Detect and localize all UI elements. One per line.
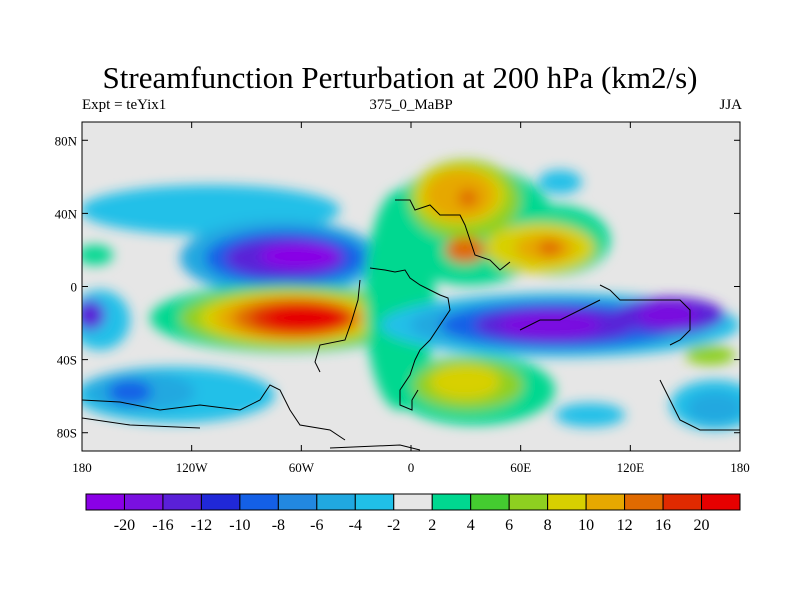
lon-tick-label: 180 (72, 460, 92, 475)
colorbar-swatch (277, 493, 318, 511)
lon-tick-label: 180 (730, 460, 750, 475)
colorbar-swatch (123, 493, 164, 511)
plot-title: Streamfunction Perturbation at 200 hPa (… (102, 60, 698, 95)
latitude-axis: 80N 40N 0 40S 80S (55, 133, 740, 441)
longitude-axis: 180 120W 60W 0 60E 120E 180 (72, 122, 750, 475)
colorbar-swatch (239, 493, 279, 511)
colorbar-label: 6 (505, 517, 513, 534)
colorbar-label: -4 (349, 517, 362, 534)
colorbar-swatch (585, 493, 626, 511)
lon-tick-label: 120E (617, 460, 645, 475)
colorbar-swatch (200, 493, 241, 511)
lat-tick-label: 80S (57, 426, 77, 441)
colorbar-swatch (508, 493, 549, 511)
colorbar-label: 4 (467, 517, 475, 534)
colorbar-swatch (316, 493, 356, 511)
lat-tick-label: 0 (71, 280, 78, 295)
colorbar-swatch (470, 493, 510, 511)
colorbar-label: -10 (229, 517, 250, 534)
colorbar-swatch (85, 493, 125, 511)
coastlines (82, 199, 740, 451)
lon-tick-label: 120W (176, 460, 209, 475)
colorbar-label: 8 (544, 517, 552, 534)
colorbar-swatch (701, 493, 741, 511)
colorbar-label: 10 (578, 517, 594, 534)
colorbar-swatch (662, 493, 703, 511)
colorbar-swatch (393, 493, 433, 511)
lon-tick-label: 0 (408, 460, 415, 475)
colorbar-label: 2 (428, 517, 436, 534)
colorbar-label: -8 (272, 517, 285, 534)
colorbar-label: 20 (694, 517, 710, 534)
colorbar-swatch (547, 493, 587, 511)
colorbar-swatch (624, 493, 664, 511)
time-label: 375_0_MaBP (369, 97, 453, 113)
colorbar-swatch (431, 493, 472, 511)
colorbar-swatch (354, 493, 395, 511)
colorbar-swatch (162, 493, 202, 511)
colorbar-label: -20 (114, 517, 135, 534)
lat-tick-label: 40N (55, 206, 78, 221)
lat-tick-label: 40S (57, 353, 77, 368)
colorbar: -20 -16 -12 -10 -8 -6 -4 -2 2 4 6 8 10 12 16 20 (85, 493, 741, 534)
lon-tick-label: 60W (289, 460, 315, 475)
lat-tick-label: 80N (55, 133, 78, 148)
colorbar-label: -6 (310, 517, 323, 534)
lon-tick-label: 60E (510, 460, 531, 475)
colorbar-label: -2 (387, 517, 400, 534)
colorbar-label: 16 (655, 517, 671, 534)
colorbar-label: -16 (152, 517, 173, 534)
experiment-label: Expt = teYix1 (82, 97, 167, 113)
season-label: JJA (719, 97, 742, 113)
colorbar-label: -12 (191, 517, 212, 534)
colorbar-label: 12 (617, 517, 633, 534)
